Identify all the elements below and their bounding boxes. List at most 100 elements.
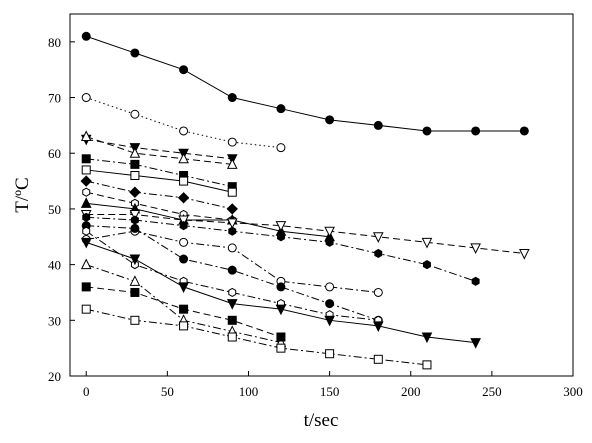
series-layer	[80, 31, 530, 370]
series-10-point	[82, 212, 91, 222]
series-10-point	[276, 232, 285, 242]
series-1-point	[227, 137, 237, 147]
plot-frame	[69, 13, 574, 377]
series-0-point	[81, 31, 91, 41]
series-11	[81, 226, 383, 297]
series-9-point	[129, 209, 141, 221]
series-17	[81, 304, 432, 370]
series-0-point	[471, 126, 481, 136]
y-tick-label: 60	[48, 146, 61, 161]
series-3-point	[129, 147, 141, 158]
series-5-point	[227, 187, 237, 197]
y-tick-label: 30	[48, 313, 61, 328]
y-tick-label: 70	[48, 91, 61, 106]
series-16-point	[227, 315, 237, 325]
series-6-point	[177, 192, 190, 204]
series-14-point	[275, 304, 287, 316]
x-tick-label: 150	[320, 384, 340, 399]
series-4-line	[86, 158, 233, 188]
series-16-point	[130, 287, 140, 297]
series-10-point	[374, 248, 383, 259]
series-10-point	[423, 260, 431, 270]
series-11-point	[179, 237, 189, 247]
series-17-point	[373, 354, 383, 364]
series-12-point	[276, 282, 286, 292]
x-tick-label: 200	[401, 384, 421, 399]
series-14-point	[129, 254, 141, 266]
series-10	[82, 212, 480, 286]
series-4-point	[81, 154, 91, 164]
x-tick-label: 250	[482, 384, 502, 399]
series-15	[80, 258, 287, 348]
series-9-point	[372, 232, 384, 243]
series-17-point	[81, 304, 91, 314]
series-0-point	[130, 48, 140, 58]
y-axis-title: T/ºC	[12, 177, 33, 212]
x-tick-label: 300	[563, 384, 583, 399]
series-14-point	[80, 237, 92, 249]
series-0-line	[86, 35, 525, 132]
series-13-point	[82, 226, 91, 236]
series-15-line	[86, 264, 282, 344]
series-12	[81, 221, 383, 325]
series-9-point	[226, 218, 238, 229]
series-0-point	[276, 104, 286, 114]
series-17-point	[130, 315, 140, 325]
series-12-point	[179, 254, 189, 264]
y-axis: 20 30 40 50 60 70 80	[48, 35, 75, 384]
series-17-point	[276, 343, 286, 353]
series-3-line	[86, 136, 233, 165]
series-2-line	[86, 138, 233, 160]
series-3-point	[226, 158, 238, 169]
x-axis-title: t/sec	[304, 410, 339, 431]
series-2	[80, 134, 238, 165]
series-16-point	[276, 332, 286, 342]
series-0-point	[227, 93, 237, 103]
y-tick-label: 40	[48, 258, 61, 273]
series-13-point	[228, 287, 237, 298]
series-16-point	[179, 304, 189, 314]
x-tick-label: 0	[83, 384, 90, 399]
y-tick-label: 20	[48, 369, 61, 384]
series-16-point	[81, 282, 91, 292]
series-12-point	[325, 299, 335, 309]
series-1-point	[81, 93, 91, 103]
series-6-point	[129, 186, 141, 198]
series-17-point	[422, 360, 432, 370]
series-12-point	[130, 223, 140, 233]
series-15-point	[80, 258, 92, 270]
series-5-point	[179, 176, 189, 186]
series-11-point	[373, 287, 383, 297]
series-14	[80, 237, 481, 349]
x-tick-label: 100	[239, 384, 259, 399]
series-12-point	[227, 265, 237, 275]
y-tick-label: 80	[48, 35, 61, 50]
series-17-point	[179, 321, 189, 331]
series-0-point	[422, 126, 432, 136]
series-14-point	[226, 299, 238, 310]
series-9-point	[275, 221, 287, 232]
series-14-point	[372, 321, 384, 332]
series-17-point	[325, 349, 335, 359]
x-tick-label: 50	[161, 384, 174, 399]
series-9-point	[324, 226, 335, 238]
series-10-point	[130, 215, 139, 225]
series-14-point	[470, 338, 481, 349]
series-0	[81, 31, 529, 136]
series-9-point	[178, 215, 189, 227]
series-14-point	[421, 332, 433, 344]
series-14-point	[324, 315, 335, 327]
series-14-line	[86, 241, 476, 344]
x-axis: 0 50 100 150 200 250 300	[83, 371, 583, 399]
series-17-line	[86, 308, 428, 366]
series-1-point	[276, 143, 286, 153]
series-0-point	[373, 120, 383, 130]
series-3-point	[80, 130, 92, 142]
series-5-line	[86, 169, 233, 193]
series-1-point	[179, 126, 189, 136]
series-7-point	[82, 187, 91, 197]
series-5-point	[130, 171, 140, 181]
series-11-point	[325, 282, 335, 292]
series-6-point	[80, 175, 92, 187]
